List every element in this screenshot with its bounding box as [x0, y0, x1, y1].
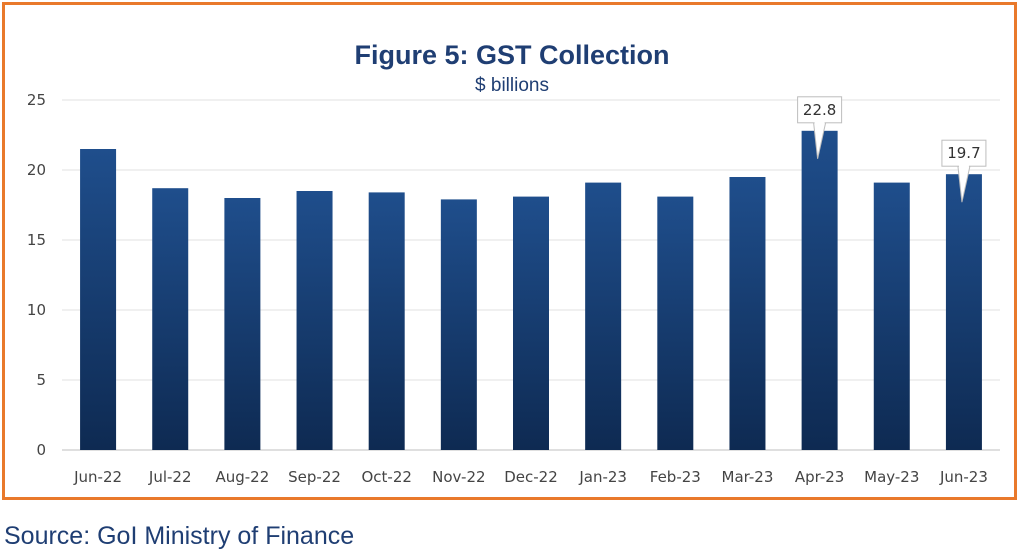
callout-join [958, 164, 969, 168]
source-note: Source: GoI Ministry of Finance [4, 522, 355, 550]
x-tick-label: Oct-22 [361, 468, 411, 486]
bar [873, 182, 910, 450]
chart-title: Figure 5: GST Collection [354, 40, 670, 70]
bar [657, 196, 694, 450]
bar [801, 130, 838, 451]
x-tick-label: Apr-23 [795, 468, 845, 486]
x-tick-label: Nov-22 [432, 468, 485, 486]
bar [585, 182, 622, 450]
bar-chart: 0 5 10 15 20 25 Jun-22 Jul-22 Aug-22 Sep-22 Oct-2… [27, 91, 1000, 486]
x-tick-label: Jun-22 [73, 468, 122, 486]
y-tick-label: 5 [36, 371, 46, 389]
x-tick-label: Feb-23 [650, 468, 701, 486]
bar [440, 199, 477, 450]
bar [80, 149, 117, 450]
bar [368, 192, 405, 450]
y-tick-label: 15 [27, 231, 46, 249]
bar [513, 196, 549, 450]
y-tick-label: 25 [27, 91, 46, 109]
bar [729, 177, 766, 450]
bar [945, 174, 982, 450]
x-tick-label: Jun-23 [939, 468, 988, 486]
data-label-callout: 19.7 [941, 139, 987, 203]
x-tick-label: Sep-22 [288, 468, 341, 486]
y-tick-label: 20 [27, 161, 46, 179]
x-tick-label: Jul-22 [148, 468, 192, 486]
bar [224, 198, 261, 450]
x-tick-label: Dec-22 [504, 468, 558, 486]
y-tick-label: 10 [27, 301, 46, 319]
x-tick-label: Mar-23 [722, 468, 774, 486]
chart-subtitle: $ billions [475, 75, 549, 96]
data-label: 19.7 [947, 144, 980, 162]
callout-join [814, 120, 825, 124]
x-tick-label: Jan-23 [578, 468, 627, 486]
y-tick-label: 0 [36, 441, 46, 459]
bar [296, 191, 333, 450]
data-label: 22.8 [803, 101, 836, 119]
data-label-callout: 22.8 [797, 96, 843, 159]
x-tick-label: May-23 [864, 468, 919, 486]
bar [152, 188, 189, 450]
x-tick-label: Aug-22 [215, 468, 269, 486]
